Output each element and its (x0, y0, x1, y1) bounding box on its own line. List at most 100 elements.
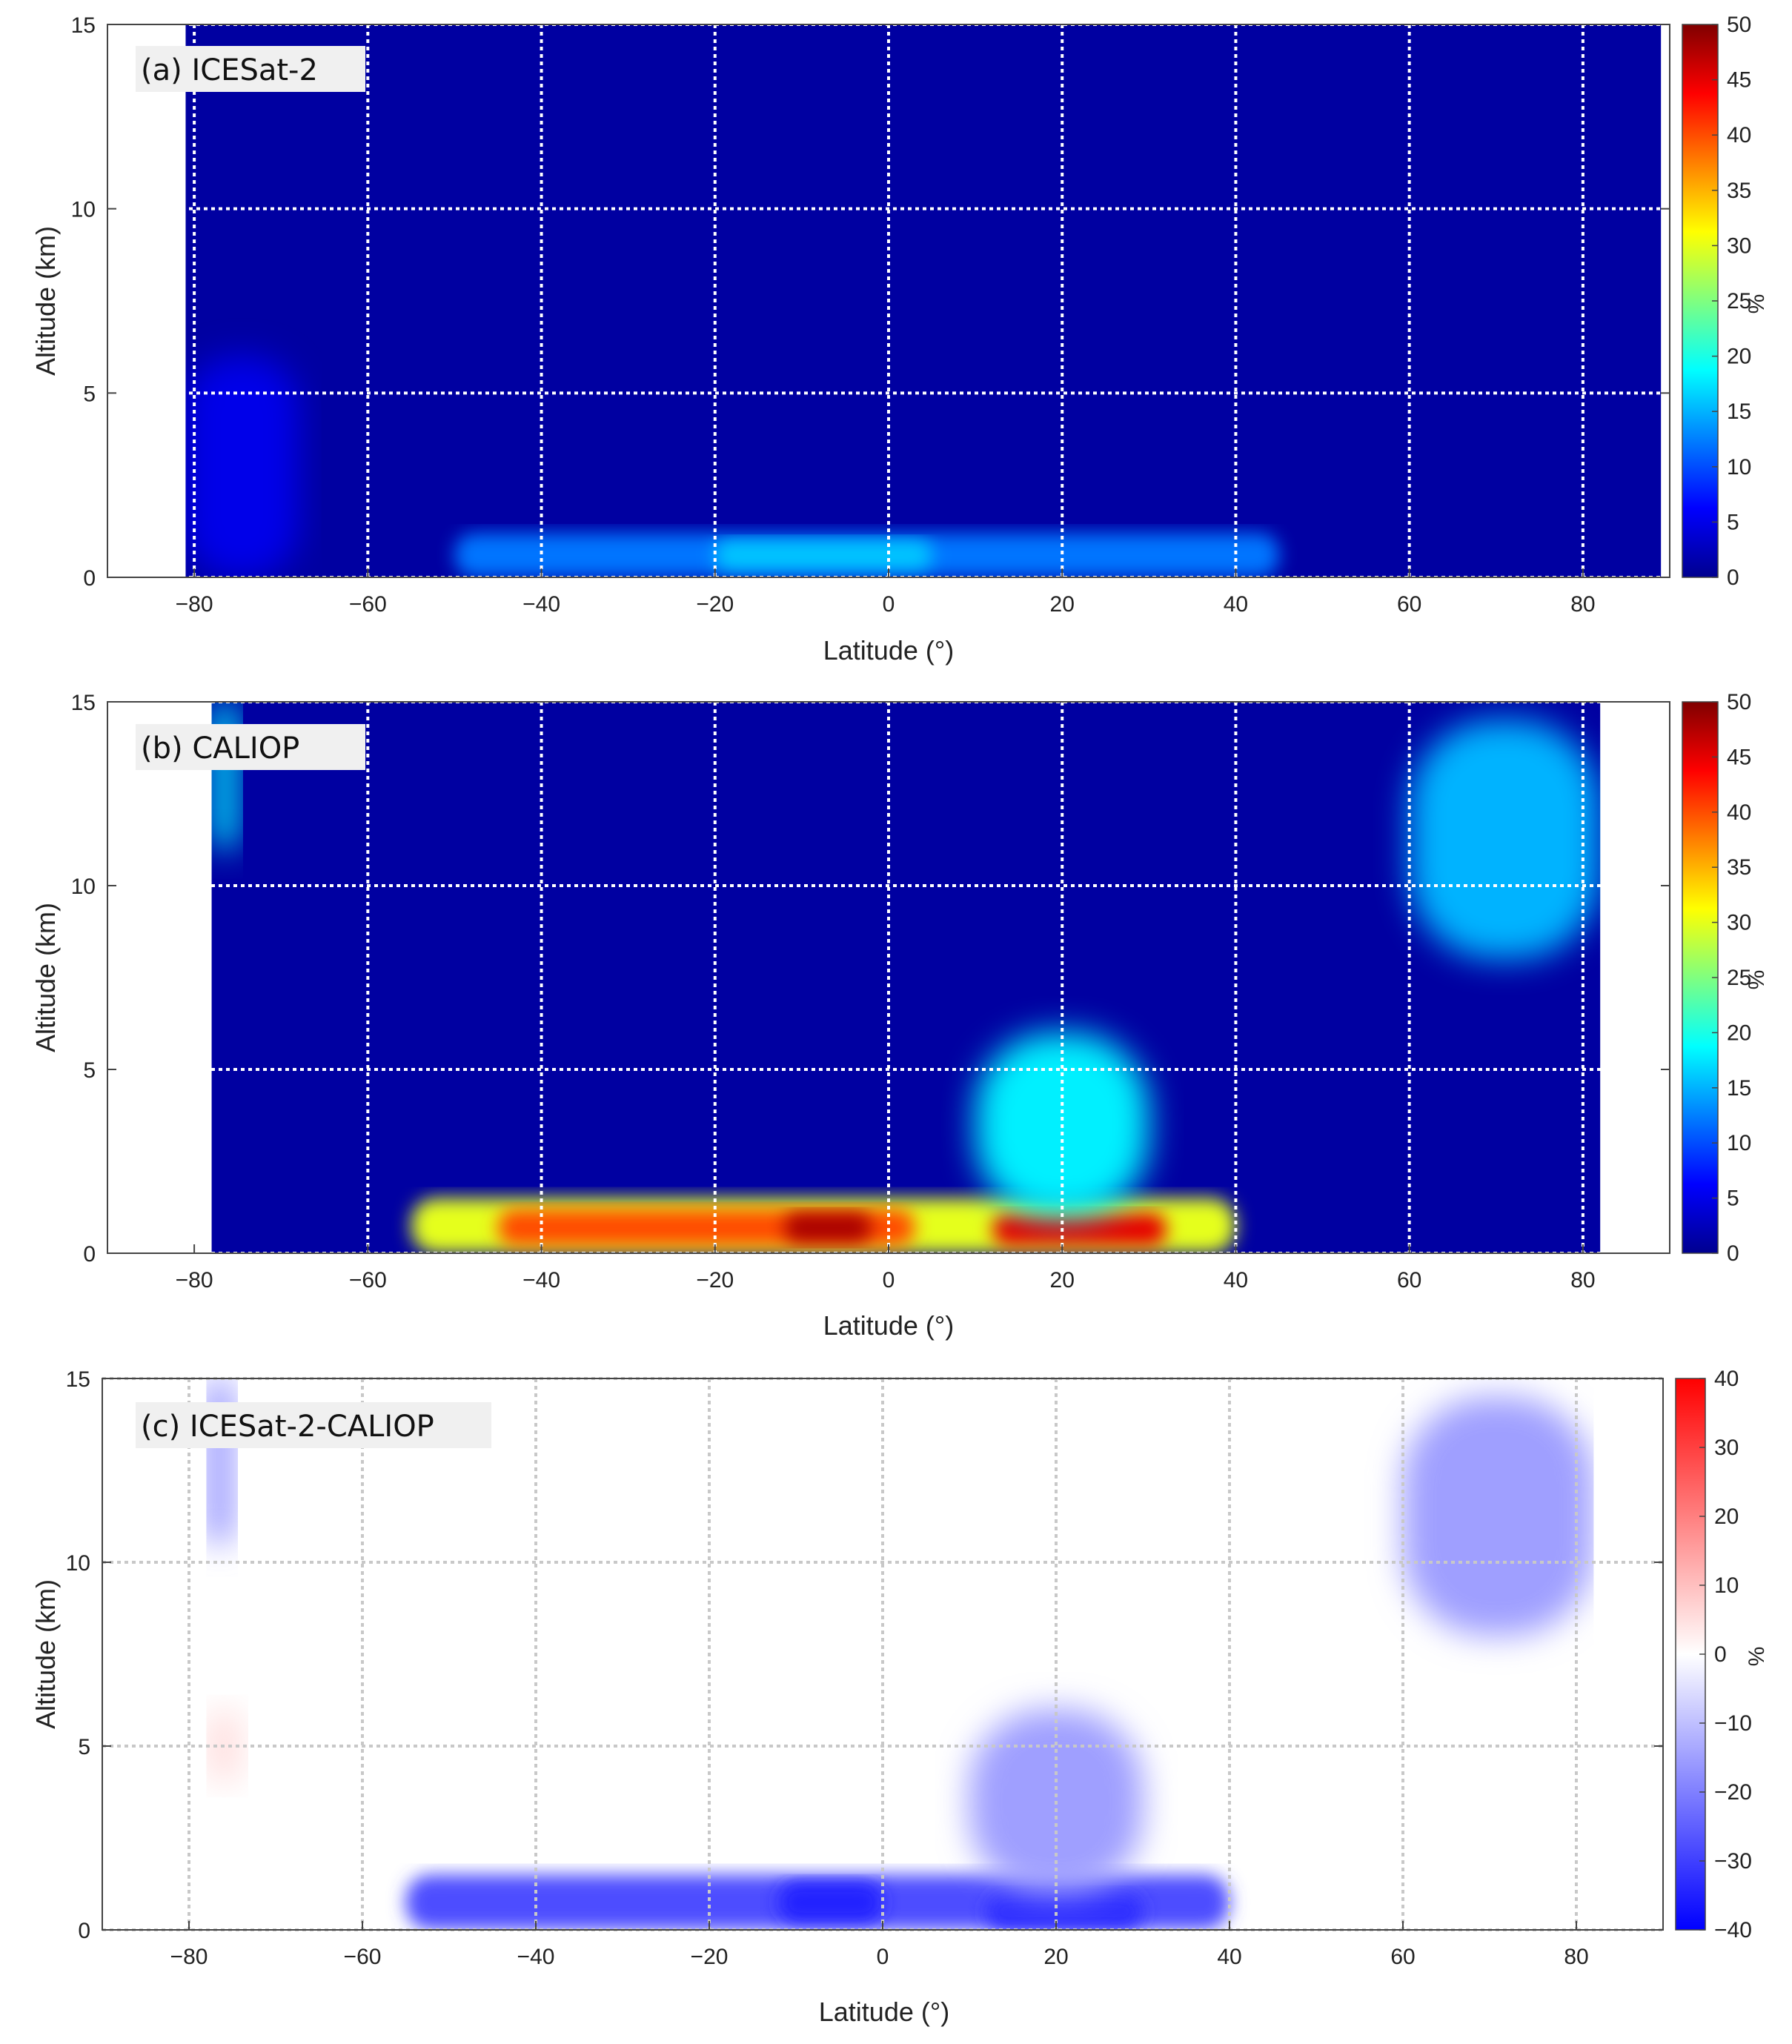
x-tick-label: 0 (877, 1945, 889, 1969)
x-tick-label: −60 (349, 1268, 387, 1293)
colorbar-tick-label: 35 (1727, 855, 1751, 880)
x-tick-label: 60 (1390, 1945, 1415, 1969)
y-tick-label: 0 (83, 1242, 96, 1267)
x-tick-label: −60 (349, 592, 387, 617)
y-tick-labels-b: 0 5 10 15 (71, 691, 1670, 1267)
x-tick-label: 80 (1570, 592, 1595, 617)
x-tick-label: −80 (176, 592, 213, 617)
heatmap-feature (784, 1212, 872, 1243)
x-tick-label: 40 (1224, 592, 1248, 617)
y-tick-label: 15 (71, 13, 96, 38)
colorbar-tick-label: 50 (1727, 13, 1751, 37)
x-tick-label: 80 (1570, 1268, 1595, 1293)
x-axis-label-a: Latitude (°) (823, 635, 954, 666)
y-tick-labels-a: 0 5 10 15 (71, 13, 1670, 591)
x-tick-label: −80 (170, 1945, 208, 1969)
colorbar-tick-label: −10 (1714, 1711, 1752, 1736)
colorbar-tick-label: 40 (1727, 123, 1751, 147)
colorbar-tick-label: 50 (1727, 690, 1751, 714)
colorbar-tick-label: 5 (1727, 1187, 1739, 1211)
heatmap-background (206, 1378, 1594, 1930)
heatmap-background (211, 702, 1601, 1253)
x-tick-label: 20 (1043, 1945, 1068, 1969)
y-tick-label: 0 (78, 1919, 90, 1943)
heatmap-c (206, 1378, 1594, 1930)
colorbar-tick-label: 10 (1714, 1573, 1739, 1598)
panel-label-c: (c) ICESat-2-CALIOP (141, 1410, 434, 1444)
colorbar-tick-label: 30 (1727, 911, 1751, 935)
x-tick-label: −80 (176, 1268, 213, 1293)
colorbar-tick-label: 0 (1727, 565, 1739, 590)
colorbar-tick-label: 10 (1727, 1131, 1751, 1155)
x-tick-label: 60 (1397, 1268, 1421, 1293)
x-tick-labels-b: −80 −60 −40 −20 0 20 40 60 80 (176, 1244, 1596, 1293)
x-tick-label: −20 (696, 592, 734, 617)
x-tick-label: −60 (344, 1945, 382, 1969)
x-tick-label: −40 (522, 1268, 560, 1293)
panel-label-box-c (136, 1402, 491, 1448)
heatmap-b (211, 702, 1601, 1253)
colorbar-tick-label: 35 (1727, 179, 1751, 203)
colorbar-tick-label: 10 (1727, 455, 1751, 480)
y-tick-labels-c: 0 5 10 15 (66, 1367, 1663, 1943)
colorbar-tick-label: 40 (1714, 1367, 1739, 1391)
y-tick-label: 10 (66, 1551, 90, 1576)
colorbar-tick-label: 45 (1727, 68, 1751, 93)
colorbar-label-c: % (1745, 1647, 1769, 1667)
heatmap-feature (1409, 720, 1601, 960)
heatmap-background (185, 24, 1662, 577)
y-tick-label: 10 (71, 875, 96, 899)
panel-a: −80 −60 −40 −20 0 20 40 60 80 0 5 10 15 (a) ICESat-… (30, 13, 1769, 666)
colorbar-tick-label: −20 (1714, 1780, 1752, 1805)
panel-label-box-a (136, 46, 365, 92)
colorbar-tick-label: −30 (1714, 1849, 1752, 1874)
heatmap-feature (992, 1212, 1167, 1247)
y-tick-label: 10 (71, 198, 96, 222)
x-axis-label-b: Latitude (°) (823, 1310, 954, 1341)
x-tick-label: 20 (1050, 1268, 1075, 1293)
x-tick-label: −40 (522, 592, 560, 617)
colorbar-ticks-a: 0 5 10 15 20 25 30 35 40 45 50 (1712, 13, 1751, 590)
x-tick-label: 20 (1050, 592, 1075, 617)
y-axis-label-c: Altitude (km) (30, 1579, 61, 1729)
y-axis-label-a: Altitude (km) (30, 226, 61, 376)
colorbar-tick-label: 15 (1727, 1076, 1751, 1101)
x-tick-label: 60 (1397, 592, 1421, 617)
x-tick-label: 0 (883, 1268, 895, 1293)
heatmap-feature (1403, 1396, 1594, 1636)
heatmap-a (185, 24, 1662, 577)
heatmap-feature (714, 540, 932, 571)
y-tick-label: 0 (83, 566, 96, 591)
x-tick-label: 0 (883, 592, 895, 617)
panel-label-a: (a) ICESat-2 (141, 53, 318, 87)
y-tick-label: 15 (66, 1367, 90, 1392)
y-tick-label: 5 (78, 1735, 90, 1759)
colorbar-tick-label: 20 (1714, 1504, 1739, 1529)
x-axis-label-c: Latitude (°) (819, 1997, 949, 2027)
colorbar-tick-label: 25 (1727, 289, 1751, 313)
colorbar-tick-label: 30 (1714, 1436, 1739, 1460)
x-tick-label: −20 (691, 1945, 729, 1969)
heatmap-feature (778, 1882, 883, 1923)
colorbar-tick-label: 30 (1727, 233, 1751, 258)
heatmap-feature (185, 356, 299, 577)
colorbar-tick-label: 20 (1727, 1021, 1751, 1045)
colorbar-tick-label: 5 (1727, 510, 1739, 534)
colorbar-ticks-c: −40 −30 −20 −10 0 10 20 30 40 (1699, 1367, 1752, 1942)
colorbar-tick-label: 25 (1727, 966, 1751, 990)
colorbar-tick-label: 20 (1727, 345, 1751, 369)
heatmap-feature (986, 1893, 1143, 1930)
colorbar-tick-label: 0 (1727, 1241, 1739, 1266)
x-tick-label: −40 (517, 1945, 555, 1969)
x-tick-label: 80 (1564, 1945, 1588, 1969)
colorbar-tick-label: −40 (1714, 1918, 1752, 1942)
y-axis-label-b: Altitude (km) (30, 903, 61, 1052)
x-tick-label: 40 (1224, 1268, 1248, 1293)
panel-label-box-b (136, 724, 365, 770)
x-tick-labels-a: −80 −60 −40 −20 0 20 40 60 80 (176, 568, 1596, 617)
y-tick-label: 5 (83, 1058, 96, 1083)
heatmap-feature (211, 702, 238, 849)
colorbar-label-b: % (1745, 970, 1769, 990)
